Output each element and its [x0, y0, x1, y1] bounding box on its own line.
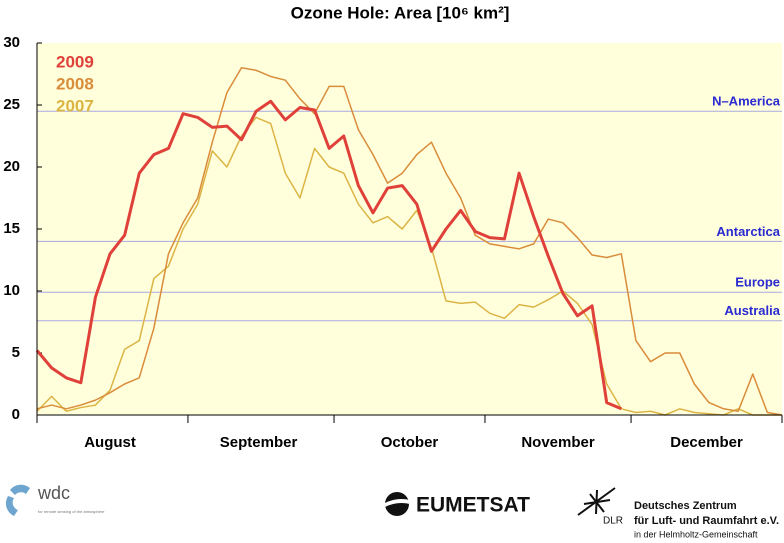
series-line — [36, 67, 783, 416]
x-tick-label: October — [381, 434, 439, 451]
y-tick-label: 25 — [3, 96, 20, 113]
dlr-text: DLR — [603, 516, 623, 527]
wdc-text: wdc — [37, 483, 70, 503]
y-tick-label: 15 — [3, 220, 20, 237]
x-tick-label: September — [220, 434, 298, 451]
reference-label: Antarctica — [716, 224, 780, 239]
legend-entry: 2009 — [56, 52, 94, 71]
y-tick-label: 30 — [3, 34, 20, 51]
dlr-icon — [577, 487, 616, 516]
wdc-sub: for remote sensing of the atmosphere — [38, 509, 105, 514]
wdc-logo: wdc for remote sensing of the atmosphere — [5, 483, 105, 516]
y-tick-label: 10 — [3, 282, 20, 299]
chart-title: Ozone Hole: Area [10⁶ km²] — [291, 3, 510, 22]
eumetsat-logo: EUMETSAT — [385, 492, 530, 517]
series-line — [36, 116, 782, 416]
dlr-logo: DLR Deutsches Zentrum für Luft- und Raum… — [577, 487, 779, 539]
legend-entry: 2007 — [56, 96, 94, 115]
eumetsat-text: EUMETSAT — [416, 494, 530, 517]
wdc-icon — [10, 484, 30, 495]
x-tick-label: December — [670, 434, 743, 451]
y-tick-label: 5 — [12, 344, 20, 361]
y-tick-label: 20 — [3, 158, 20, 175]
reference-label: Australia — [724, 303, 780, 318]
reference-label: Europe — [735, 275, 780, 290]
reference-label: N–America — [712, 94, 781, 109]
x-tick-label: August — [84, 434, 136, 451]
legend-entry: 2008 — [56, 74, 94, 93]
eumetsat-icon — [385, 492, 409, 516]
dlr-name: in der Helmholtz-Gemeinschaft — [634, 529, 758, 539]
eumetsat-icon — [385, 499, 410, 507]
wdc-icon — [5, 496, 18, 516]
x-tick-label: November — [521, 434, 595, 451]
dlr-name: für Luft- und Raumfahrt e.V. — [634, 515, 779, 527]
dlr-name: Deutsches Zentrum — [634, 500, 737, 512]
plot-background — [37, 43, 782, 415]
series-line — [35, 99, 622, 411]
y-tick-label: 0 — [12, 406, 20, 423]
